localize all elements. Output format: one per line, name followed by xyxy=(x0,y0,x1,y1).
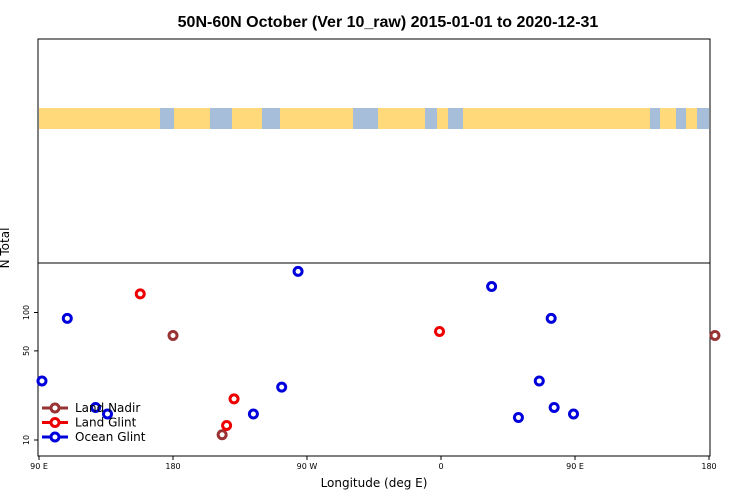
ocean-glint-point xyxy=(486,280,498,292)
ocean-glint-point xyxy=(101,408,113,420)
ocean-glint-point xyxy=(247,408,259,420)
land-nadir-point xyxy=(167,330,179,342)
legend-label-land-glint: Land Glint xyxy=(75,416,137,430)
x-tick-label: 90 W xyxy=(297,462,318,471)
y-tick-label: 10 xyxy=(22,435,31,445)
legend-label-ocean-glint: Ocean Glint xyxy=(75,430,146,444)
land-glint-point xyxy=(434,325,446,337)
x-tick-label: 90 E xyxy=(566,462,584,471)
y-axis-label: N Total xyxy=(0,228,12,269)
land-segment xyxy=(174,108,210,129)
land-segment xyxy=(378,108,425,129)
plot-frame xyxy=(37,38,711,457)
ocean-glint-point xyxy=(36,375,48,387)
y-axis: 50010005000100001050100 xyxy=(22,305,38,445)
x-tick-label: 90 E xyxy=(30,462,48,471)
y-tick-label: 100 xyxy=(22,305,31,320)
data-points xyxy=(36,265,721,441)
x-axis-label: Longitude (deg E) xyxy=(321,476,428,490)
ocean-glint-point xyxy=(61,312,73,324)
legend-label-land-nadir: Land Nadir xyxy=(75,401,140,415)
ocean-glint-point xyxy=(90,401,102,413)
y-tick-label: 50 xyxy=(22,346,31,356)
map-strip-land xyxy=(39,108,697,129)
land-segment xyxy=(437,108,448,129)
land-glint-point xyxy=(134,288,146,300)
ocean-glint-point xyxy=(276,381,288,393)
x-tick-label: 180 xyxy=(165,462,180,471)
x-tick-label: 0 xyxy=(438,462,443,471)
map-strip xyxy=(39,108,709,129)
land-nadir-point xyxy=(216,429,228,441)
ocean-glint-point xyxy=(533,375,545,387)
ocean-glint-point xyxy=(548,401,560,413)
x-axis: 90 E 180 90 W 0 90 E 180 xyxy=(30,456,717,471)
legend-marker-land-nadir xyxy=(49,402,61,414)
ocean-glint-point xyxy=(512,412,524,424)
land-segment xyxy=(232,108,262,129)
land-glint-point xyxy=(221,419,233,431)
land-segment xyxy=(463,108,650,129)
x-tick-label: 180 xyxy=(701,462,716,471)
chart-title: 50N-60N October (Ver 10_raw) 2015-01-01 … xyxy=(178,14,599,31)
ocean-glint-point xyxy=(545,312,557,324)
land-segment xyxy=(660,108,676,129)
land-nadir-point xyxy=(709,330,721,342)
land-segment xyxy=(39,108,160,129)
ocean-glint-point xyxy=(568,408,580,420)
land-segment xyxy=(280,108,353,129)
legend-marker-ocean-glint xyxy=(49,431,61,443)
land-glint-point xyxy=(228,393,240,405)
legend-marker-land-glint xyxy=(49,417,61,428)
land-segment xyxy=(686,108,697,129)
ocean-glint-point xyxy=(292,265,304,277)
